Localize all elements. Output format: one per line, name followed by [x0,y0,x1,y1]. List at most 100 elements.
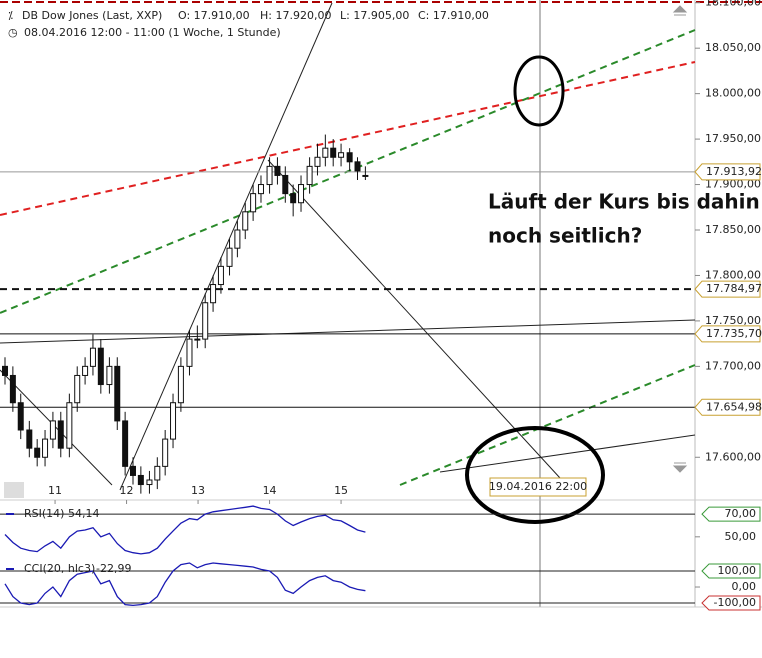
candle-body [266,165,273,186]
candle-body [338,152,345,158]
indicator-marker [6,568,14,570]
chart-icon: ⁒ [8,9,13,22]
indicator-tag [701,563,761,579]
candle-body [274,165,281,176]
candle-body [66,402,73,449]
x-tick-label: 14 [263,484,277,497]
candle-body [89,347,96,367]
candle-body [26,429,33,449]
y-tick-label: 17.750,00 [705,314,761,327]
ohlc: H: 17.920,00 [260,9,331,22]
price-tag-label: 17.913,92 [706,165,762,178]
crosshair-label: 19.04.2016 22:00 [489,480,587,493]
x-tick-label: 11 [48,484,62,497]
indicator-value: -22,99 [96,562,131,575]
candle-body [346,152,353,163]
indicator-value: 54,14 [68,507,100,520]
indicator-tick-label: 100,00 [718,564,757,577]
price-tag-label: 17.784,97 [706,282,762,295]
candle-body [226,247,233,267]
candle-body [177,365,184,404]
x-tick-label: 15 [334,484,348,497]
add-button[interactable] [4,482,24,498]
candle-body [57,420,64,449]
candle-body [82,365,89,376]
price-tag [694,325,761,343]
candle-body [250,193,257,213]
candle-body [202,302,209,340]
y-tick-label: 17.800,00 [705,268,761,281]
candle-body [122,420,129,467]
chart-title: DB Dow Jones (Last, XXP) [22,9,162,22]
candle-body [74,374,81,404]
chart-subtitle: 08.04.2016 12:00 - 11:00 (1 Woche, 1 Stu… [24,26,281,39]
crosshair-label-box [489,477,587,497]
candle-body [114,365,121,422]
candle-body [362,174,369,177]
annotation-circle [465,426,605,524]
candle-body [330,147,337,158]
indicator-tick-label: -100,00 [714,596,756,609]
candle-body [162,438,169,467]
candle-body [282,174,289,195]
candle-body [170,402,177,440]
scroll-down[interactable] [672,462,688,473]
ohlc: L: 17.905,00 [340,9,409,22]
candle-body [2,365,9,376]
indicator-tick-label: 50,00 [725,530,757,543]
annotation: Läuft der Kurs bis dahin [488,190,760,214]
candle-body [257,184,264,195]
scroll-up[interactable] [672,5,688,16]
indicator-tag [701,506,761,522]
candle-body [17,402,24,431]
indicator-line [4,562,366,607]
y-tick-label: 17.700,00 [705,359,761,372]
annotation-circle [513,55,565,127]
price-tag [694,280,761,298]
indicator-tag [701,595,761,611]
candle-body [234,229,241,249]
candle-body [34,447,41,458]
candle-body [306,165,313,186]
y-tick-label: 17.950,00 [705,132,761,145]
trend-line [0,369,113,486]
y-tick-label: 18.050,00 [705,41,761,54]
candle-body [49,420,56,440]
y-tick-label: 17.900,00 [705,178,761,191]
candle-body [210,284,217,304]
price-tag [694,398,761,416]
indicator-marker [6,513,14,515]
candle-body [106,365,113,386]
candle-body [217,265,224,286]
indicator-tick-label: 70,00 [725,507,757,520]
candle-body [42,438,49,458]
candle-body [242,211,249,231]
annotation: noch seitlich? [488,224,642,248]
x-tick-label: 12 [120,484,134,497]
candle-body [194,338,201,341]
y-tick-label: 18.100,00 [705,0,761,9]
candle-body [137,474,144,486]
y-tick-label: 17.850,00 [705,223,761,236]
x-tick-label: 13 [191,484,205,497]
candle-body [146,479,153,486]
trend-line [0,319,696,344]
candle-body [9,374,16,404]
candle-body [97,347,104,386]
y-tick-label: 17.600,00 [705,450,761,463]
trend-line [439,434,696,473]
clock-icon: ◷ [8,26,18,39]
candle-body [154,465,161,481]
candle-body [322,147,329,158]
ohlc: O: 17.910,00 [178,9,250,22]
candle-body [298,184,305,204]
trend-line [399,364,696,486]
indicator-line [4,505,366,555]
candle-body [314,156,321,167]
trend-line [267,159,561,479]
candle-body [290,193,297,204]
indicator-name: RSI(14) [24,507,64,520]
ohlc: C: 17.910,00 [418,9,489,22]
